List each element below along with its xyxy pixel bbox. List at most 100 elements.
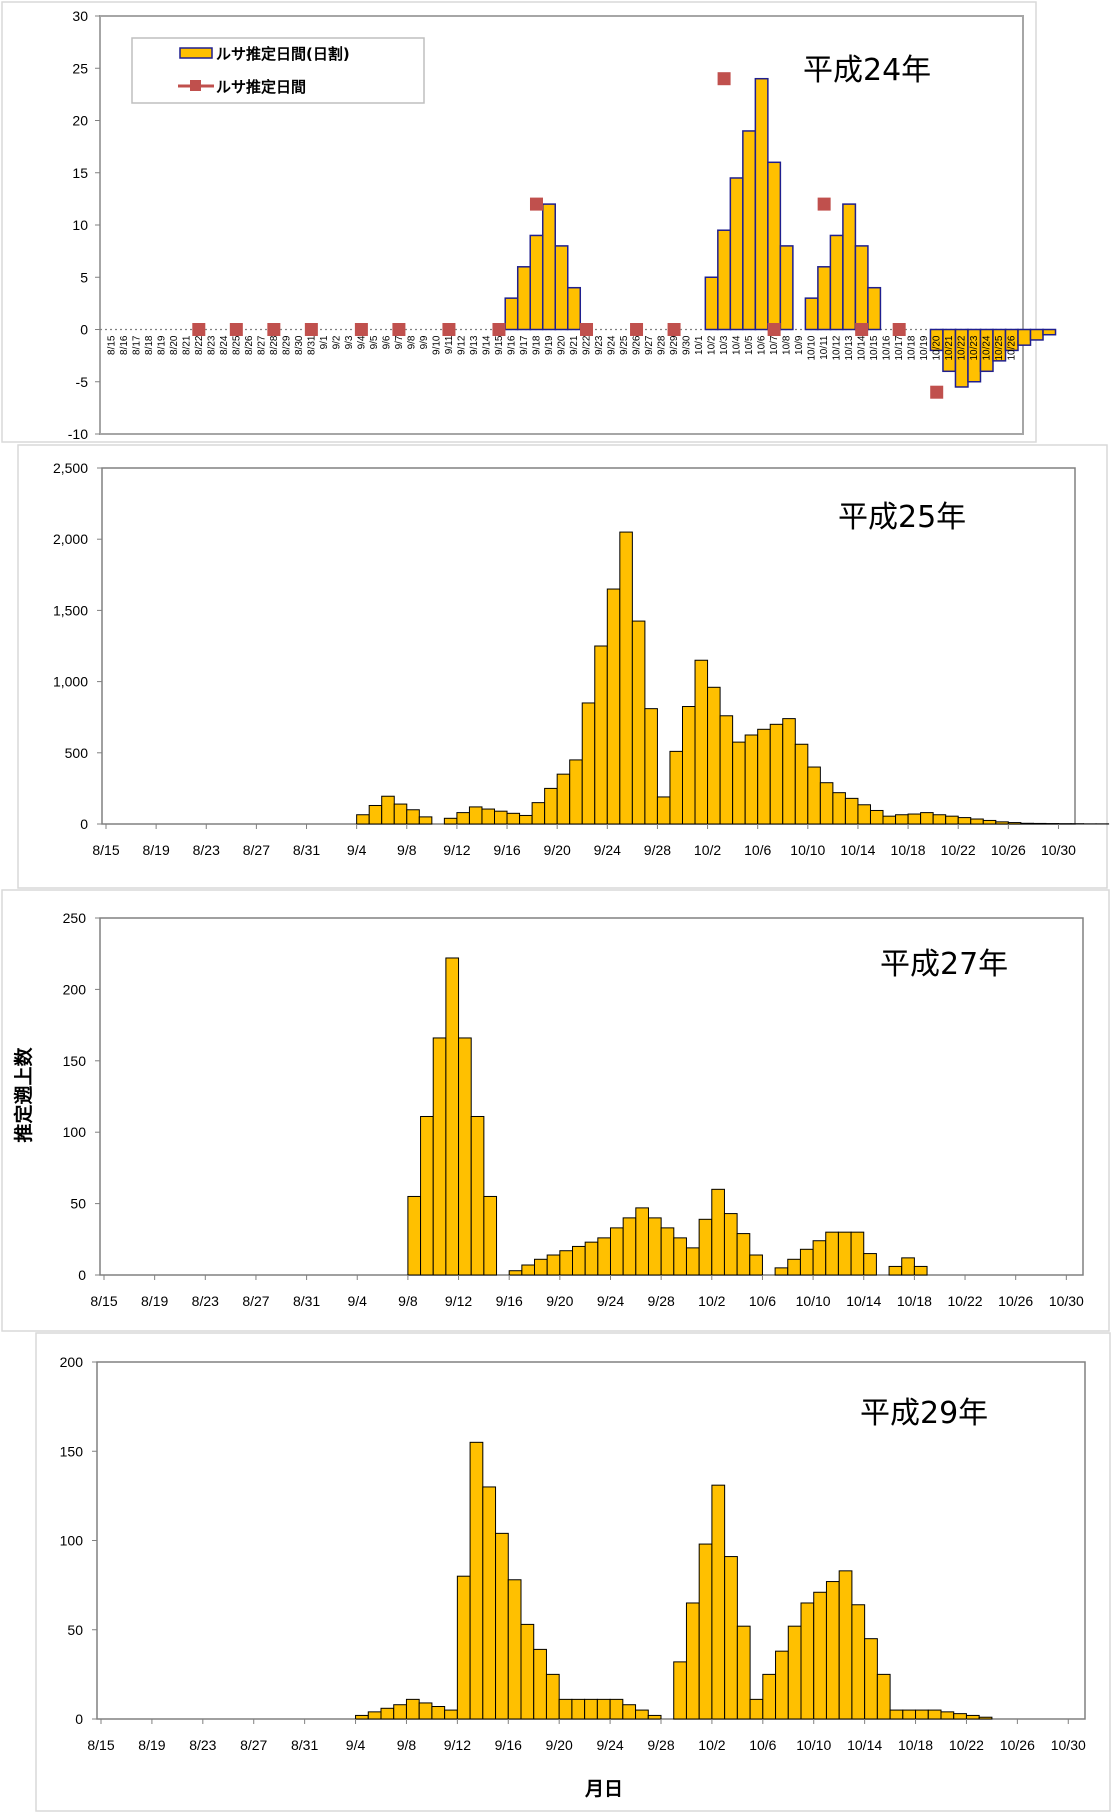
bar [594, 645, 608, 825]
x-tick-label: 9/18 [531, 335, 542, 355]
bar [681, 706, 696, 825]
bar [774, 1267, 789, 1276]
bar [469, 1441, 484, 1720]
y-axis-title-2015: 推定遡上数 [12, 1047, 35, 1143]
bar [711, 1484, 726, 1720]
x-tick-label: 10/1 [694, 335, 705, 355]
bar [609, 1698, 624, 1720]
x-tick-label: 9/2 [331, 335, 342, 349]
bar [431, 1706, 446, 1720]
y-tick-label: 10 [72, 217, 88, 233]
x-tick-label: 8/21 [181, 335, 192, 355]
x-tick-label: 9/24 [607, 335, 618, 355]
x-tick-label: 10/22 [948, 1293, 983, 1309]
bar [807, 766, 821, 825]
bar [468, 806, 483, 825]
x-tick-label: 9/3 [344, 335, 355, 349]
marker [492, 323, 506, 336]
x-tick-label: 8/29 [281, 335, 292, 355]
bar [842, 203, 857, 331]
marker [767, 323, 781, 336]
x-tick-label: 10/20 [932, 335, 943, 360]
x-tick-label: 10/10 [790, 842, 825, 858]
x-tick-label: 10/10 [807, 335, 818, 360]
y-tick-label: 150 [63, 1053, 87, 1069]
bar [982, 819, 997, 825]
marker [855, 323, 869, 336]
bar [995, 821, 1009, 825]
bar [736, 1233, 751, 1276]
x-tick-label: 10/2 [707, 335, 718, 355]
x-tick-label: 9/30 [682, 335, 693, 355]
bar [596, 1698, 611, 1720]
x-tick-label: 10/30 [1051, 1737, 1086, 1753]
x-tick-label: 10/22 [957, 335, 968, 360]
bar [945, 815, 959, 825]
x-tick-label: 10/5 [744, 335, 755, 355]
x-tick-label: 10/10 [796, 1293, 831, 1309]
bar [754, 77, 769, 331]
bar [572, 1245, 586, 1276]
bar [779, 245, 794, 331]
y-tick-label: 0 [80, 816, 88, 832]
x-tick-label: 8/31 [306, 335, 317, 355]
x-tick-label: 9/20 [557, 335, 568, 355]
bar [622, 1217, 637, 1276]
x-tick-label: 9/16 [493, 842, 520, 858]
x-tick-label: 10/8 [782, 335, 793, 355]
bar [694, 659, 709, 825]
bar [744, 734, 759, 825]
x-tick-label: 10/2 [694, 842, 721, 858]
x-tick-label: 9/4 [356, 335, 367, 349]
bar [698, 1543, 713, 1720]
bar [507, 1579, 522, 1720]
x-tick-label: 9/1 [319, 335, 330, 349]
x-tick-label: 10/6 [749, 1293, 776, 1309]
bar [829, 234, 844, 331]
bar [707, 686, 721, 825]
bar [825, 1231, 839, 1276]
x-tick-label: 10/7 [769, 335, 780, 355]
bar [749, 1254, 763, 1276]
x-tick-label: 8/24 [219, 335, 230, 355]
bar [483, 1195, 498, 1276]
x-tick-label: 8/19 [143, 842, 170, 858]
legend-bar-swatch [179, 47, 213, 59]
x-tick-label: 8/20 [169, 335, 180, 355]
x-tick-label: 8/15 [87, 1737, 114, 1753]
bar [704, 276, 719, 331]
bar [732, 741, 746, 825]
bar [787, 1625, 802, 1720]
x-tick-label: 8/19 [138, 1737, 165, 1753]
bar [519, 814, 533, 825]
x-tick-label: 9/12 [444, 1737, 471, 1753]
x-tick-label: 9/8 [397, 842, 417, 858]
x-tick-label: 8/15 [106, 335, 117, 355]
bar [393, 1704, 407, 1720]
bar [854, 245, 869, 331]
bar [584, 1241, 599, 1276]
bar [844, 797, 859, 825]
x-tick-label: 9/12 [443, 842, 470, 858]
bar [520, 1623, 535, 1720]
bar [504, 297, 519, 331]
bar [669, 750, 683, 825]
x-tick-label: 8/31 [293, 842, 320, 858]
bar [1029, 328, 1044, 341]
marker [930, 385, 944, 399]
bar [851, 1604, 866, 1720]
y-tick-label: 30 [72, 8, 88, 24]
x-tick-label: 8/19 [156, 335, 167, 355]
bar [888, 1265, 903, 1276]
x-tick-label: 9/8 [398, 1293, 418, 1309]
bar [571, 1698, 586, 1720]
bar [932, 814, 947, 825]
marker [580, 323, 594, 336]
x-tick-label: 10/25 [994, 335, 1005, 360]
x-tick-label: 10/6 [757, 335, 768, 355]
marker [529, 197, 543, 211]
x-tick-label: 9/20 [546, 1293, 573, 1309]
bar [1042, 328, 1057, 336]
x-tick-label: 9/9 [419, 335, 430, 349]
